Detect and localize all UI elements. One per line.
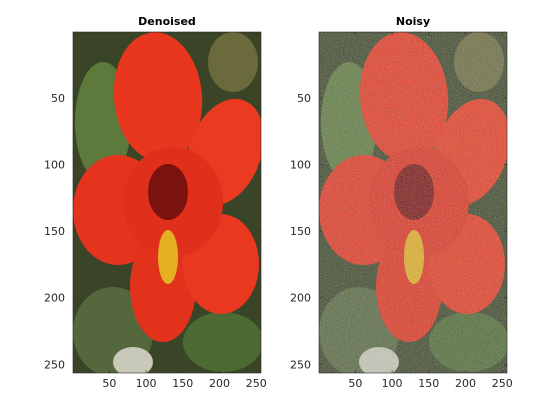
x-tick-label: 250 <box>492 377 513 390</box>
image <box>319 32 507 373</box>
axes-box <box>72 31 262 374</box>
x-tick-label: 100 <box>382 377 403 390</box>
y-tick-label: 150 <box>44 225 65 238</box>
chart-title: Denoised <box>138 15 196 28</box>
axes-box <box>318 31 508 374</box>
x-tick-label: 200 <box>209 377 230 390</box>
y-tick-label: 50 <box>297 92 311 105</box>
y-tick-label: 100 <box>290 159 311 172</box>
x-tick-label: 50 <box>348 377 362 390</box>
y-tick-label: 200 <box>44 292 65 305</box>
y-tick-label: 50 <box>51 92 65 105</box>
chart-title: Noisy <box>396 15 430 28</box>
x-tick-label: 150 <box>172 377 193 390</box>
y-tick-label: 200 <box>290 292 311 305</box>
x-tick-label: 150 <box>418 377 439 390</box>
x-tick-label: 250 <box>246 377 267 390</box>
x-tick-label: 200 <box>455 377 476 390</box>
y-tick-label: 250 <box>290 358 311 371</box>
y-tick-label: 150 <box>290 225 311 238</box>
noise-overlay <box>319 32 507 373</box>
y-tick-label: 250 <box>44 358 65 371</box>
y-tick-label: 100 <box>44 159 65 172</box>
x-tick-label: 100 <box>136 377 157 390</box>
image-content <box>73 32 261 373</box>
image <box>73 32 261 373</box>
x-tick-label: 50 <box>102 377 116 390</box>
